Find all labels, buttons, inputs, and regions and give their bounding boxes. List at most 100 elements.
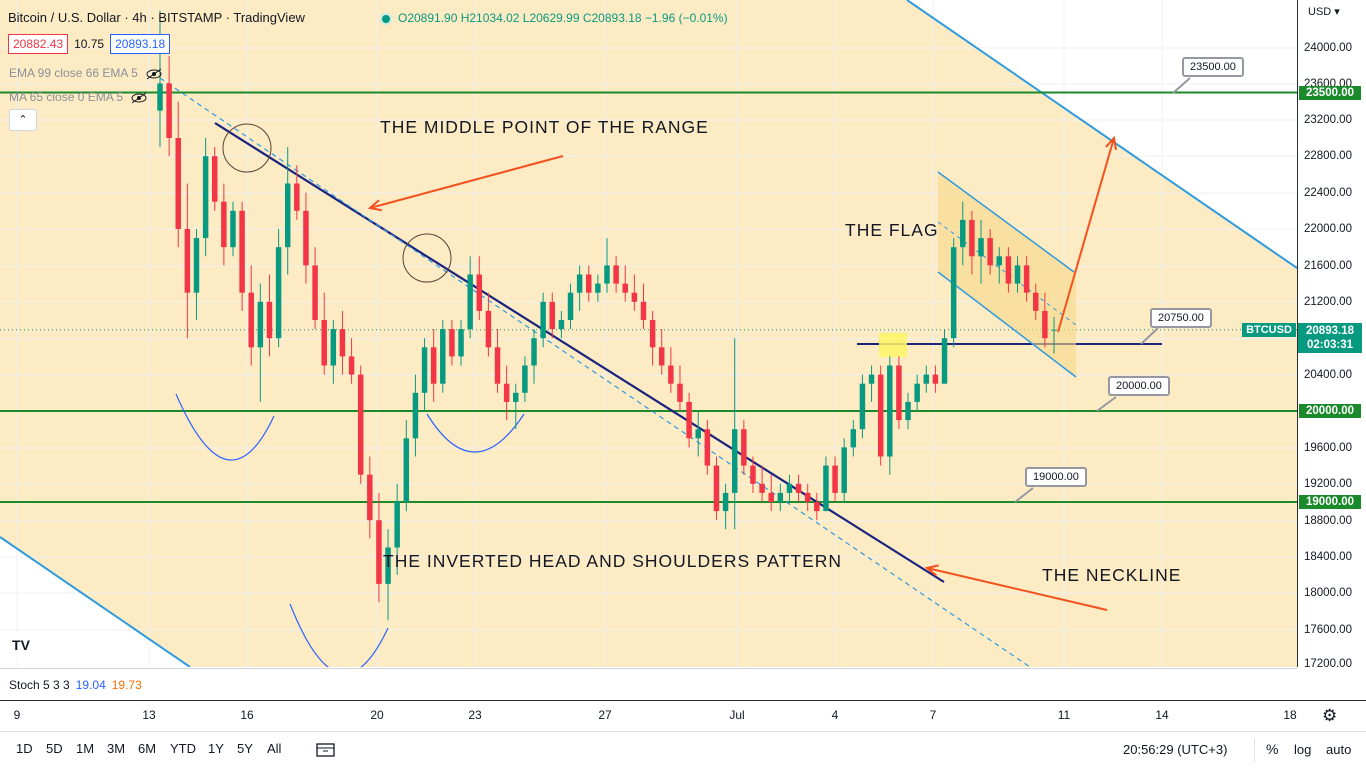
- candle-body: [731, 429, 738, 493]
- tradingview-logo-icon[interactable]: TV: [5, 632, 37, 658]
- indicator-ma[interactable]: MA 65 close 0 EMA 5: [9, 90, 148, 104]
- time-tick: 9: [13, 708, 21, 722]
- ask-price[interactable]: 20893.18: [110, 34, 171, 54]
- annotation-neckline[interactable]: THE NECKLINE: [1042, 565, 1182, 585]
- candle-body: [513, 392, 519, 402]
- candle: [896, 356, 902, 430]
- eye-hidden-icon[interactable]: [130, 92, 148, 104]
- symbol-title[interactable]: Bitcoin / U.S. Dollar · 4h · BITSTAMP · …: [8, 10, 305, 25]
- candle-body: [823, 465, 829, 512]
- range-1y-button[interactable]: 1Y: [208, 741, 224, 756]
- candle: [649, 310, 656, 366]
- range-5d-button[interactable]: 5D: [46, 741, 63, 756]
- candle: [832, 456, 838, 502]
- auto-toggle[interactable]: auto: [1326, 742, 1352, 757]
- callout-19000[interactable]: 19000.00: [1025, 467, 1087, 487]
- candle: [184, 183, 191, 339]
- candle-body: [211, 156, 218, 202]
- candle-body: [868, 374, 875, 384]
- candle: [814, 492, 820, 521]
- time-axis[interactable]: 9 13 16 20 23 27 Jul 4 7 11 14 18 ⚙: [0, 700, 1366, 731]
- price-chart[interactable]: [0, 0, 1297, 667]
- candle-body: [202, 156, 209, 239]
- candle: [905, 392, 911, 430]
- gear-icon[interactable]: ⚙: [1322, 706, 1338, 725]
- annotation-pattern[interactable]: THE INVERTED HEAD AND SHOULDERS PATTERN: [383, 551, 843, 571]
- collapse-legend-button[interactable]: ⌃: [9, 109, 37, 131]
- candle-body: [175, 138, 181, 229]
- range-3m-button[interactable]: 3M: [107, 741, 126, 756]
- candle: [622, 265, 628, 302]
- callout-23500[interactable]: 23500.00: [1182, 57, 1244, 77]
- callout-20000[interactable]: 20000.00: [1108, 376, 1170, 396]
- range-6m-button[interactable]: 6M: [138, 741, 157, 756]
- log-toggle[interactable]: log: [1294, 742, 1312, 757]
- candle: [430, 329, 437, 402]
- calendar-range-icon[interactable]: [316, 742, 336, 758]
- chart-area[interactable]: Bitcoin / U.S. Dollar · 4h · BITSTAMP · …: [0, 0, 1297, 667]
- price-tick: 19600.00: [1304, 442, 1352, 454]
- eye-hidden-icon[interactable]: [145, 68, 163, 80]
- range-1m-button[interactable]: 1M: [76, 741, 95, 756]
- candle-body: [658, 347, 665, 366]
- stoch-legend[interactable]: Stoch 5 3 3 19.04 19.73: [9, 678, 142, 692]
- highlight-box: [879, 333, 907, 357]
- candle: [202, 138, 209, 257]
- bid-price[interactable]: 20882.43: [8, 34, 69, 54]
- candle: [960, 201, 966, 266]
- candle-body: [312, 265, 318, 320]
- percent-toggle[interactable]: %: [1266, 741, 1279, 757]
- callout-tail: [1014, 487, 1034, 503]
- candle: [640, 283, 647, 330]
- candle: [850, 420, 857, 457]
- range-5y-button[interactable]: 5Y: [237, 741, 253, 756]
- candle: [741, 420, 747, 475]
- candle: [257, 283, 264, 402]
- candle: [503, 365, 510, 421]
- indicator-ema[interactable]: EMA 99 close 66 EMA 5: [9, 66, 163, 80]
- candle-body: [1014, 265, 1021, 284]
- callout-20750[interactable]: 20750.00: [1150, 308, 1212, 328]
- range-all-button[interactable]: All: [267, 741, 282, 756]
- candle: [695, 411, 701, 457]
- range-ytd-button[interactable]: YTD: [170, 741, 196, 756]
- annotation-middle-point[interactable]: THE MIDDLE POINT OF THE RANGE: [380, 117, 709, 137]
- callout-tail: [1140, 327, 1159, 345]
- candle-body: [832, 465, 838, 493]
- candle: [595, 274, 601, 302]
- candle: [549, 292, 556, 339]
- candle: [321, 292, 327, 375]
- candle: [303, 192, 309, 284]
- candle: [558, 310, 565, 339]
- candle-body: [850, 429, 857, 448]
- stoch-pane[interactable]: Stoch 5 3 3 19.04 19.73: [0, 668, 1297, 701]
- candle: [768, 474, 774, 512]
- candle: [1042, 292, 1048, 348]
- candle: [804, 483, 811, 512]
- candle: [494, 329, 501, 393]
- candle: [887, 356, 893, 475]
- level-label-23500: 23500.00: [1299, 86, 1361, 100]
- candle-body: [567, 292, 574, 320]
- currency-selector[interactable]: USD ▾: [1308, 5, 1340, 18]
- candle-body: [239, 210, 245, 293]
- shoulder-circle-left: [222, 123, 272, 173]
- annotation-flag[interactable]: THE FLAG: [845, 220, 939, 240]
- candle: [412, 374, 419, 457]
- bar-countdown: 02:03:31: [1306, 339, 1354, 351]
- time-tick: 18: [1283, 708, 1297, 722]
- candle-body: [877, 374, 884, 457]
- clock[interactable]: 20:56:29 (UTC+3): [1123, 742, 1228, 757]
- arrow-neckline: [926, 567, 1108, 611]
- range-1d-button[interactable]: 1D: [16, 741, 33, 756]
- time-tick: 23: [468, 708, 482, 722]
- candle: [330, 320, 337, 384]
- last-price-label: 20893.18 02:03:31: [1298, 323, 1362, 353]
- candle: [786, 474, 793, 502]
- candle: [275, 229, 282, 348]
- candle-body: [248, 292, 254, 348]
- price-tick: 21200.00: [1304, 296, 1352, 308]
- time-tick: 16: [240, 708, 254, 722]
- candle-body: [458, 329, 464, 357]
- candle-body: [503, 383, 510, 402]
